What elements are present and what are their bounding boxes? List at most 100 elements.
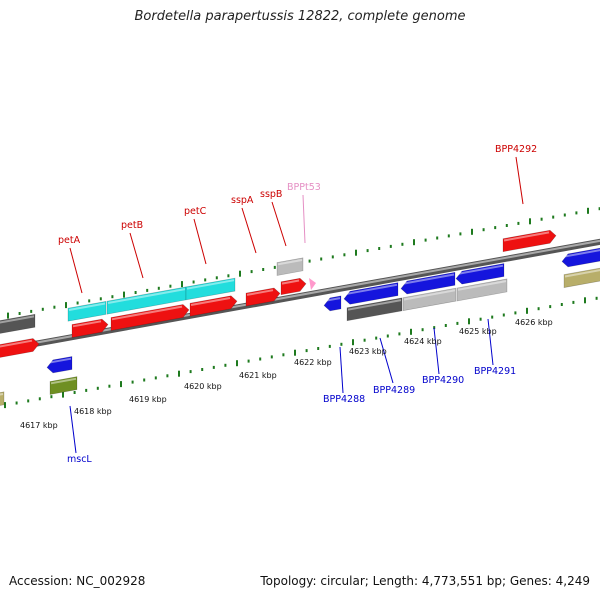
minor-tick	[482, 228, 485, 232]
major-tick	[181, 281, 183, 288]
minor-tick	[73, 391, 76, 394]
label-leader-line	[129, 232, 144, 279]
minor-tick	[50, 395, 53, 399]
scale-label: 4617 kbp	[20, 421, 58, 430]
minor-tick	[259, 357, 262, 361]
minor-tick	[250, 270, 253, 274]
major-tick	[65, 302, 67, 309]
gene-label[interactable]: petA	[58, 235, 81, 246]
label-leader-line	[487, 318, 494, 366]
major-tick	[239, 270, 241, 277]
minor-tick	[479, 317, 482, 321]
cds-left-edge[interactable]	[0, 338, 40, 360]
minor-tick	[76, 301, 79, 305]
major-tick	[355, 249, 357, 256]
gene-left-edge[interactable]	[0, 313, 36, 335]
major-tick	[584, 297, 586, 304]
gene-label[interactable]: BPP4292	[495, 144, 537, 155]
minor-tick	[436, 236, 439, 240]
minor-tick	[134, 291, 137, 294]
gene-box-sspB[interactable]	[276, 257, 304, 276]
minor-tick	[111, 295, 114, 299]
minor-tick	[99, 297, 102, 301]
minor-tick	[308, 259, 311, 263]
minor-tick	[514, 311, 517, 315]
minor-tick	[398, 332, 401, 336]
gene-label[interactable]: sspA	[231, 195, 254, 206]
minor-tick	[41, 307, 44, 311]
major-tick	[413, 239, 415, 246]
gene-features	[0, 229, 600, 408]
minor-tick	[537, 307, 540, 311]
minor-tick	[317, 347, 320, 350]
cds-petC[interactable]	[189, 295, 238, 317]
gene-labels: petA petB petC sspA sspB BPPt53 BPP4292 mscL BPP…	[58, 144, 537, 465]
gene-label[interactable]: petC	[184, 206, 207, 217]
minor-tick	[320, 257, 323, 261]
major-tick	[7, 312, 9, 319]
minor-tick	[363, 338, 366, 342]
gene-box-BPP4288[interactable]	[346, 297, 403, 322]
gene-label[interactable]: sspB	[260, 189, 282, 200]
scale-label: 4620 kbp	[184, 382, 222, 391]
gene-label[interactable]: BPP4291	[474, 366, 516, 377]
cds-BPP4290[interactable]	[400, 271, 456, 295]
cds-mscL[interactable]	[46, 356, 73, 374]
map-title: Bordetella parapertussis 12822, complete…	[134, 9, 466, 24]
major-tick	[4, 402, 6, 409]
minor-tick	[540, 217, 543, 221]
major-tick	[587, 207, 589, 214]
minor-tick	[459, 232, 462, 236]
minor-tick	[27, 399, 30, 403]
minor-tick	[270, 355, 273, 359]
cds-sspA[interactable]	[245, 287, 281, 307]
cds-right-edge[interactable]	[561, 246, 600, 268]
gene-label[interactable]: petB	[121, 220, 143, 231]
minor-tick	[282, 353, 285, 357]
minor-tick	[595, 296, 598, 300]
cds-sspB[interactable]	[280, 277, 307, 296]
minor-tick	[53, 305, 56, 309]
minor-tick	[563, 213, 566, 217]
label-leaders	[69, 156, 524, 454]
minor-tick	[549, 305, 552, 309]
gene-label[interactable]: BPPt53	[287, 182, 321, 193]
minor-tick	[598, 207, 600, 211]
gene-box-mscL[interactable]	[49, 376, 78, 395]
cds-BPP4291[interactable]	[455, 263, 505, 285]
major-tick	[468, 318, 470, 325]
scale-label: 4619 kbp	[129, 395, 167, 404]
cds-petA[interactable]	[71, 318, 109, 338]
minor-tick	[386, 334, 389, 338]
minor-tick	[505, 224, 508, 227]
cds-petB[interactable]	[110, 304, 190, 331]
gene-box-right-edge[interactable]	[563, 266, 600, 288]
gene-box-BPP4291[interactable]	[456, 278, 508, 302]
rna-feature-petC[interactable]	[185, 277, 236, 301]
major-tick	[529, 218, 531, 225]
minor-tick	[447, 234, 450, 238]
minor-tick	[456, 321, 459, 325]
minor-tick	[491, 315, 494, 319]
scale-label: 4623 kbp	[349, 347, 387, 356]
gene-label[interactable]: mscL	[67, 454, 92, 465]
rna-feature-petA[interactable]	[67, 301, 107, 322]
gene-label[interactable]: BPP4288	[323, 394, 365, 405]
gene-box-left-edge[interactable]	[0, 391, 5, 408]
gene-label[interactable]: BPP4290	[422, 375, 464, 386]
minor-tick	[227, 274, 230, 278]
gene-box-BPP4290[interactable]	[402, 287, 457, 312]
cds-BPP4292[interactable]	[502, 229, 557, 253]
minor-tick	[154, 376, 157, 380]
trna-BPPt53[interactable]	[309, 278, 316, 290]
gene-label[interactable]: BPP4289	[373, 385, 415, 396]
minor-tick	[572, 300, 575, 304]
minor-tick	[273, 265, 276, 269]
minor-tick	[444, 324, 447, 327]
cds-BPP4289[interactable]	[343, 282, 399, 305]
minor-tick	[433, 326, 436, 330]
scale-labels: 4617 kbp 4618 kbp 4619 kbp 4620 kbp 4621 kbp…	[20, 318, 553, 430]
scale-label: 4626 kbp	[515, 318, 553, 327]
cds-BPP4288[interactable]	[323, 295, 342, 312]
